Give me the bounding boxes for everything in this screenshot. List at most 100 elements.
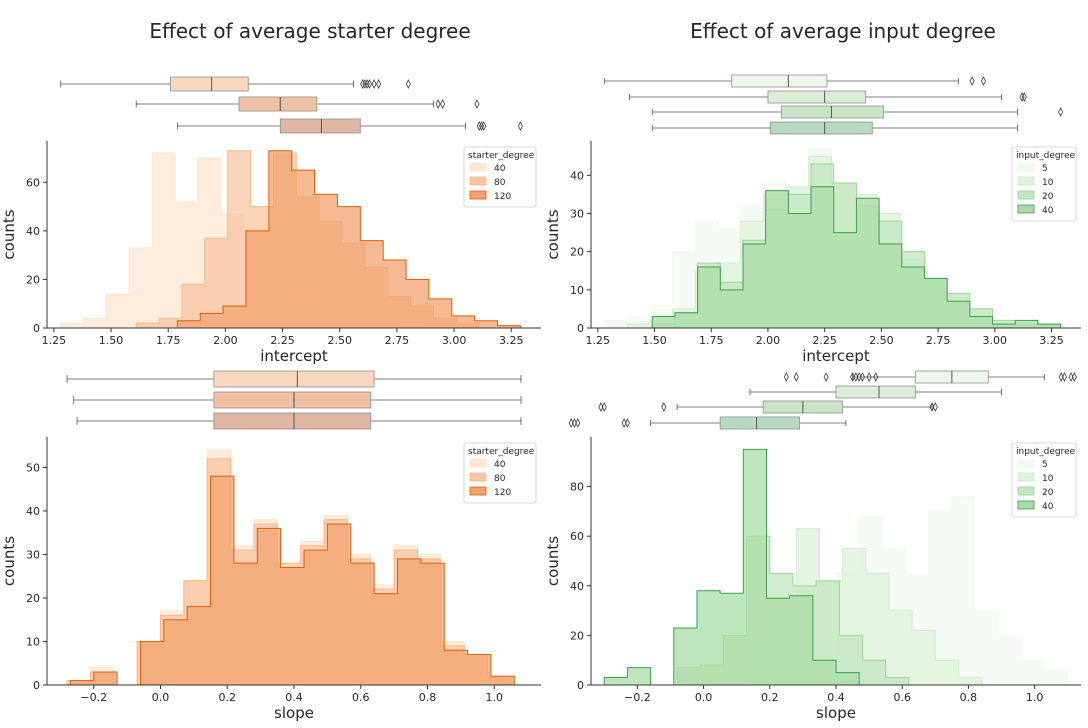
- x-axis-label: intercept: [802, 347, 870, 365]
- panel-title-starter: Effect of average starter degree: [149, 19, 470, 43]
- legend-swatch: [1017, 472, 1035, 482]
- box-outlier: [405, 79, 411, 89]
- boxplot-40: [651, 121, 1018, 135]
- box-outlier: [624, 418, 630, 428]
- x-tick-label: 2.75: [926, 334, 951, 347]
- box-outlier: [850, 372, 856, 382]
- legend-entry: 5: [1042, 460, 1048, 470]
- legend-title: input_degree: [1016, 447, 1076, 457]
- legend: input_degree 5 10 20 40: [1011, 442, 1077, 518]
- legend: starter_degree 40 80 120: [463, 442, 537, 504]
- box-iqr: [170, 76, 249, 92]
- y-tick-label: 40: [26, 505, 40, 518]
- box-outlier: [367, 79, 372, 89]
- y-tick-label: 20: [570, 629, 584, 642]
- boxplot-20: [651, 105, 1064, 119]
- box-outlier: [856, 372, 862, 382]
- legend-entry: 80: [494, 474, 506, 484]
- y-tick-label: 40: [570, 169, 584, 182]
- y-tick-label: 50: [26, 461, 40, 474]
- box-outlier: [575, 418, 581, 428]
- y-tick-label: 80: [570, 481, 584, 494]
- hist-series-40: [603, 448, 860, 686]
- legend-entry: 20: [1042, 192, 1054, 202]
- legend-entry: 120: [494, 488, 511, 498]
- x-tick-label: 2.25: [270, 334, 295, 347]
- legend-entry: 40: [494, 164, 506, 174]
- boxplot-40: [60, 76, 411, 92]
- box-outlier: [474, 99, 480, 109]
- box-outlier: [435, 99, 441, 109]
- box-outlier: [571, 418, 577, 428]
- legend-entry: 5: [1042, 164, 1048, 174]
- panel-starter-slope: −0.2 0.0 0.2 0.4 0.6 0.8 1.0 0 10 20 30 40 50 slope co…: [0, 370, 541, 722]
- panel-input-intercept: 1.25 1.50 1.75 2.00 2.25 2.50 2.75 3.00 3.25 0 10 2…: [544, 74, 1081, 365]
- box-iqr: [238, 96, 318, 112]
- boxplot-120: [176, 118, 523, 134]
- y-tick-label: 20: [570, 246, 584, 259]
- box-outlier: [440, 99, 446, 109]
- legend-title: starter_degree: [468, 151, 535, 161]
- box-outlier: [621, 418, 627, 428]
- x-tick-label: 2.00: [213, 334, 238, 347]
- box-iqr: [731, 74, 828, 88]
- box-outlier: [853, 372, 859, 382]
- box-outlier: [969, 76, 975, 86]
- panel-starter-intercept: 1.25 1.50 1.75 2.00 2.25 2.50 2.75 3.00 3.25 0 20 4…: [0, 76, 541, 365]
- box-iqr: [781, 105, 885, 119]
- legend-entry: 40: [1042, 206, 1054, 216]
- legend-entry: 40: [1042, 502, 1054, 512]
- boxplot-120: [76, 412, 522, 430]
- y-axis-label: counts: [544, 209, 562, 259]
- legend-title: input_degree: [1016, 151, 1076, 161]
- legend-swatch: [1017, 500, 1035, 510]
- legend-swatch: [469, 162, 487, 172]
- boxplot-10: [749, 385, 1002, 399]
- boxplot-40: [568, 416, 847, 430]
- box-outlier: [1058, 372, 1064, 382]
- y-axis-label: counts: [0, 536, 18, 586]
- y-tick-label: 60: [570, 530, 584, 543]
- legend: input_degree 5 10 20 40: [1011, 146, 1077, 222]
- legend-entry: 10: [1042, 474, 1054, 484]
- box-outlier: [860, 372, 865, 382]
- legend-entry: 20: [1042, 488, 1054, 498]
- box-outlier: [598, 402, 604, 412]
- box-iqr: [769, 121, 873, 135]
- legend-entry: 40: [494, 460, 506, 470]
- boxplot-40: [66, 370, 522, 388]
- boxplot-20: [598, 400, 938, 414]
- legend-swatch: [469, 190, 487, 200]
- box-outlier: [1021, 92, 1027, 102]
- y-axis-label: counts: [544, 536, 562, 586]
- panel-input-slope: −0.2 0.0 0.2 0.4 0.6 0.8 1.0 0 20 40 60 80 slope coun…: [544, 370, 1081, 722]
- y-tick-label: 30: [570, 208, 584, 221]
- x-tick-label: 3.25: [499, 334, 524, 347]
- box-iqr: [767, 90, 866, 104]
- x-tick-label: 1.0: [1026, 691, 1044, 704]
- legend-swatch: [1017, 458, 1035, 468]
- y-tick-label: 20: [26, 273, 40, 286]
- boxplot-5: [604, 74, 986, 88]
- x-axis-label: slope: [274, 704, 314, 722]
- x-tick-label: 2.50: [327, 334, 352, 347]
- box-iqr: [719, 416, 800, 430]
- x-tick-label: 3.00: [442, 334, 467, 347]
- box-outlier: [823, 372, 829, 382]
- panel-title-input: Effect of average input degree: [690, 19, 996, 43]
- x-tick-label: 0.2: [218, 691, 236, 704]
- x-tick-label: 1.25: [586, 334, 611, 347]
- boxplot-10: [629, 90, 1027, 104]
- box-outlier: [932, 402, 938, 412]
- x-tick-label: −0.2: [80, 691, 107, 704]
- y-tick-label: 20: [26, 592, 40, 605]
- hist-series-120: [69, 475, 515, 686]
- box-iqr: [213, 412, 372, 430]
- box-outlier: [1058, 107, 1064, 117]
- x-tick-label: 0.4: [827, 691, 845, 704]
- box-outlier: [981, 76, 986, 86]
- box-outlier: [1068, 372, 1074, 382]
- box-outlier: [376, 79, 382, 89]
- box-outlier: [866, 372, 872, 382]
- box-iqr: [213, 391, 372, 409]
